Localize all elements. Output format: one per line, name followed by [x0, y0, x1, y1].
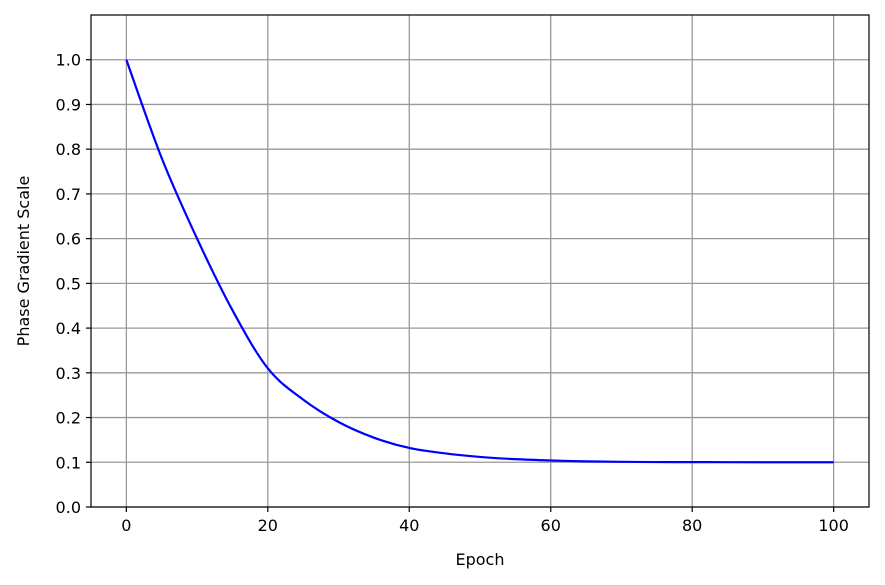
x-axis: 0 20 40 60 80 100	[121, 507, 849, 535]
y-tick-label: 0.1	[56, 453, 81, 472]
plot-frame	[90, 14, 870, 508]
x-axis-label: Epoch	[456, 550, 505, 569]
y-tick-label: 0.7	[56, 185, 81, 204]
series-layer	[125, 59, 834, 464]
grid	[91, 15, 869, 508]
y-tick-label: 0.6	[56, 230, 81, 249]
x-tick-label: 20	[258, 516, 278, 535]
x-tick-label: 40	[399, 516, 419, 535]
y-tick-label: 0.8	[56, 140, 81, 159]
y-axis: 0.0 0.1 0.2 0.3 0.4 0.5 0.6 0.7 0.8 0.9 1.0	[56, 51, 91, 517]
y-tick-label: 0.0	[56, 498, 81, 517]
y-tick-label: 0.4	[56, 319, 81, 338]
x-tick-label: 60	[541, 516, 561, 535]
y-axis-label: Phase Gradient Scale	[14, 176, 33, 347]
x-tick-label: 100	[818, 516, 849, 535]
y-tick-label: 0.5	[56, 274, 81, 293]
series-line-0	[125, 59, 834, 464]
y-tick-label: 1.0	[56, 51, 81, 70]
x-tick-label: 80	[682, 516, 702, 535]
y-tick-label: 0.2	[56, 409, 81, 428]
y-tick-label: 0.9	[56, 95, 81, 114]
x-tick-label: 0	[121, 516, 131, 535]
y-tick-label: 0.3	[56, 364, 81, 383]
